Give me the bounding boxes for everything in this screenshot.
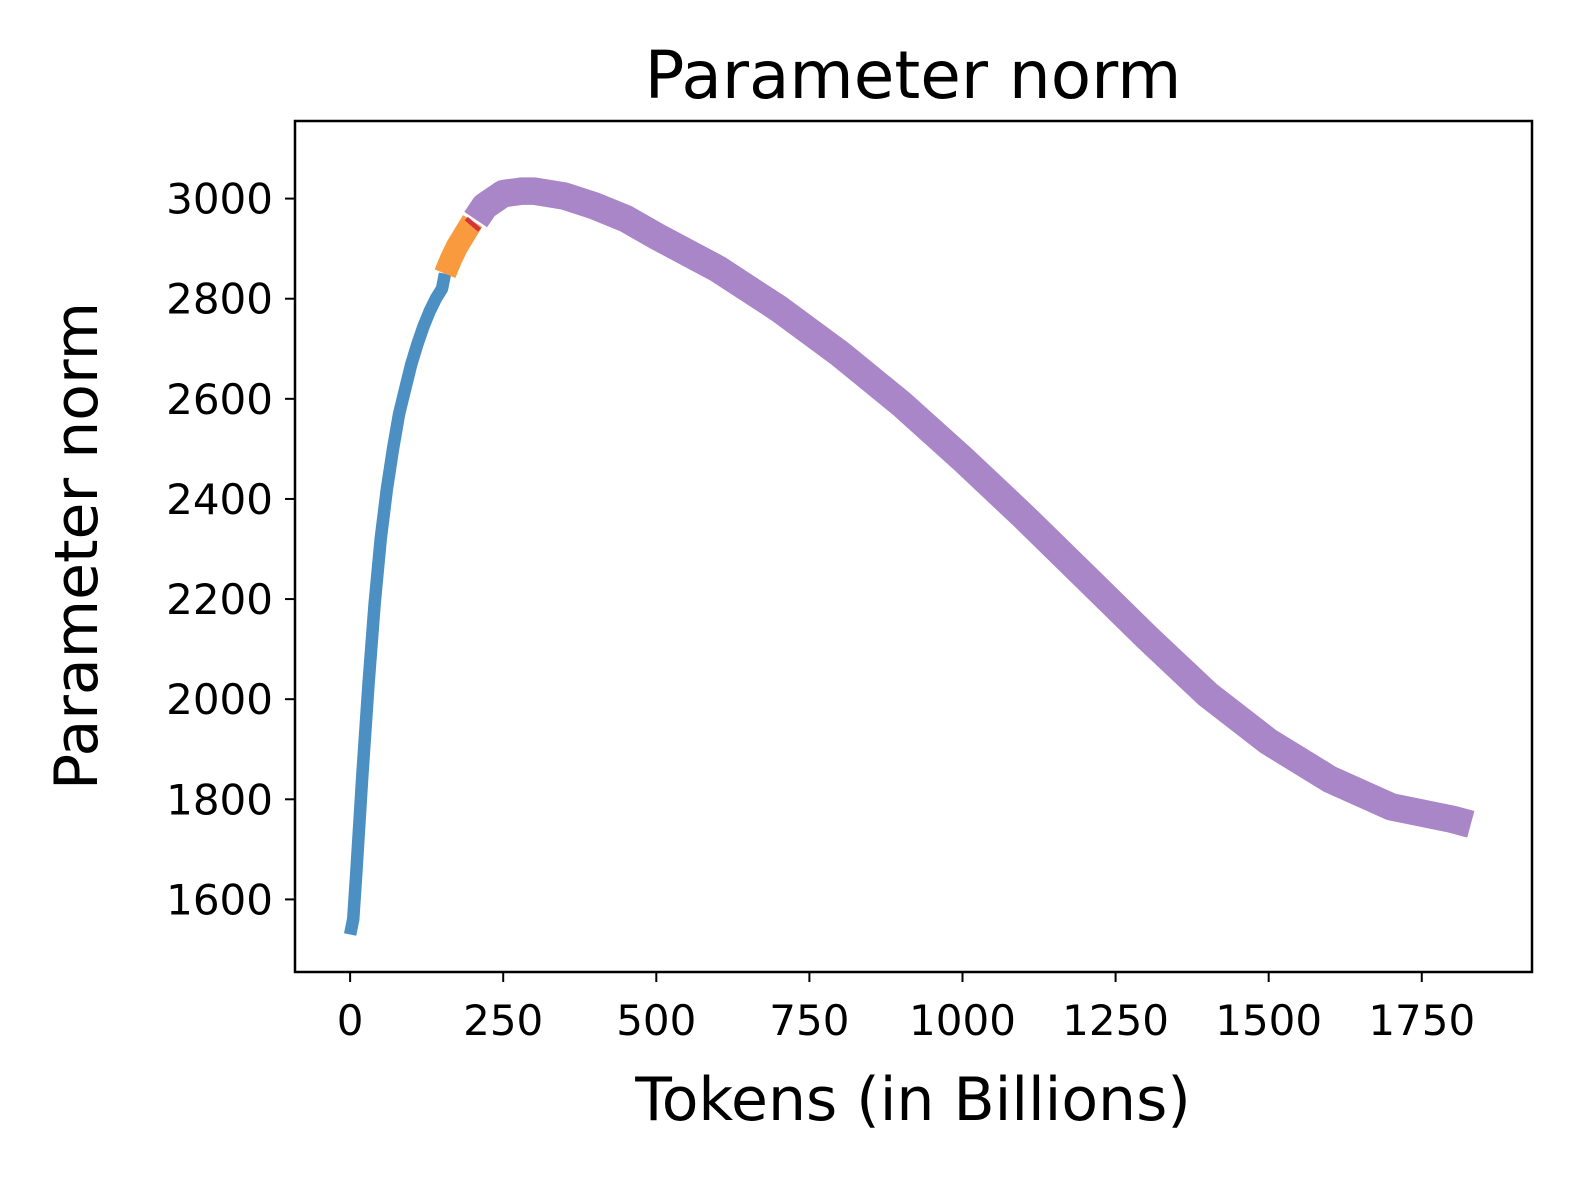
y-tick-label: 2600 (166, 375, 273, 424)
y-axis-label: Parameter norm (42, 302, 112, 790)
y-tick-label: 2400 (166, 475, 273, 524)
x-tick-label: 1000 (909, 996, 1016, 1045)
x-tick-label: 250 (463, 996, 543, 1045)
y-tick-label: 1600 (166, 875, 273, 924)
series-line-1 (343, 272, 452, 936)
series-line-2 (434, 214, 483, 278)
x-tick-label: 500 (616, 996, 696, 1045)
y-tick-label: 2200 (166, 575, 273, 624)
chart-title: Parameter norm (645, 37, 1182, 114)
x-tick-label: 750 (769, 996, 849, 1045)
x-tick-label: 0 (337, 996, 364, 1045)
x-tick-label: 1750 (1368, 996, 1475, 1045)
y-tick-label: 1800 (166, 775, 273, 824)
y-tick-label: 2800 (166, 275, 273, 324)
y-tick-label: 3000 (166, 175, 273, 224)
x-tick-label: 1500 (1215, 996, 1322, 1045)
x-axis-label: Tokens (in Billions) (634, 1065, 1190, 1135)
plot-frame (293, 119, 1534, 974)
series-layer (343, 177, 1475, 936)
series-line-3 (464, 216, 482, 232)
y-tick-label: 2000 (166, 675, 273, 724)
x-axis-ticks: 0 250 500 750 1000 1250 1500 1750 (337, 972, 1475, 1045)
series-line-4 (464, 177, 1475, 838)
x-tick-label: 1250 (1062, 996, 1169, 1045)
y-axis-ticks: 1600 1800 2000 2200 2400 2600 2800 3000 (166, 175, 295, 924)
